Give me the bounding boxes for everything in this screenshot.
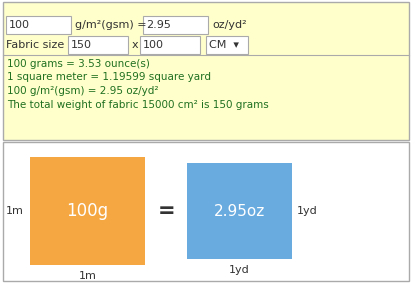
Text: 150: 150	[71, 40, 92, 50]
Bar	[206, 36, 248, 54]
Text: 100 g/m²(gsm) = 2.95 oz/yd²: 100 g/m²(gsm) = 2.95 oz/yd²	[7, 86, 159, 96]
Bar	[143, 16, 208, 34]
Text: =: =	[158, 201, 176, 221]
Text: x: x	[132, 40, 138, 50]
Text: 1yd: 1yd	[297, 206, 318, 216]
Bar	[140, 36, 200, 54]
Text: The total weight of fabric 15000 cm² is 150 grams: The total weight of fabric 15000 cm² is …	[7, 100, 269, 110]
Text: 1m: 1m	[6, 206, 24, 216]
Bar	[68, 36, 128, 54]
Text: 2.95: 2.95	[146, 20, 171, 30]
Text: 100: 100	[143, 40, 164, 50]
Bar	[3, 142, 409, 281]
Text: Fabric size: Fabric size	[6, 40, 64, 50]
Text: 100: 100	[9, 20, 30, 30]
Text: CM  ▾: CM ▾	[209, 40, 239, 50]
Text: 100 grams = 3.53 ounce(s): 100 grams = 3.53 ounce(s)	[7, 59, 150, 69]
Bar	[6, 16, 71, 34]
Bar	[187, 163, 292, 259]
Text: 1 square meter = 1.19599 square yard: 1 square meter = 1.19599 square yard	[7, 72, 211, 82]
Text: 100g: 100g	[66, 202, 109, 220]
Text: oz/yd²: oz/yd²	[212, 20, 247, 30]
Bar	[30, 157, 145, 265]
Text: 1m: 1m	[79, 271, 96, 281]
Text: 1yd: 1yd	[229, 265, 250, 275]
Text: g/m²(gsm) =: g/m²(gsm) =	[75, 20, 150, 30]
Bar	[3, 2, 409, 140]
Text: 2.95oz: 2.95oz	[214, 203, 265, 218]
